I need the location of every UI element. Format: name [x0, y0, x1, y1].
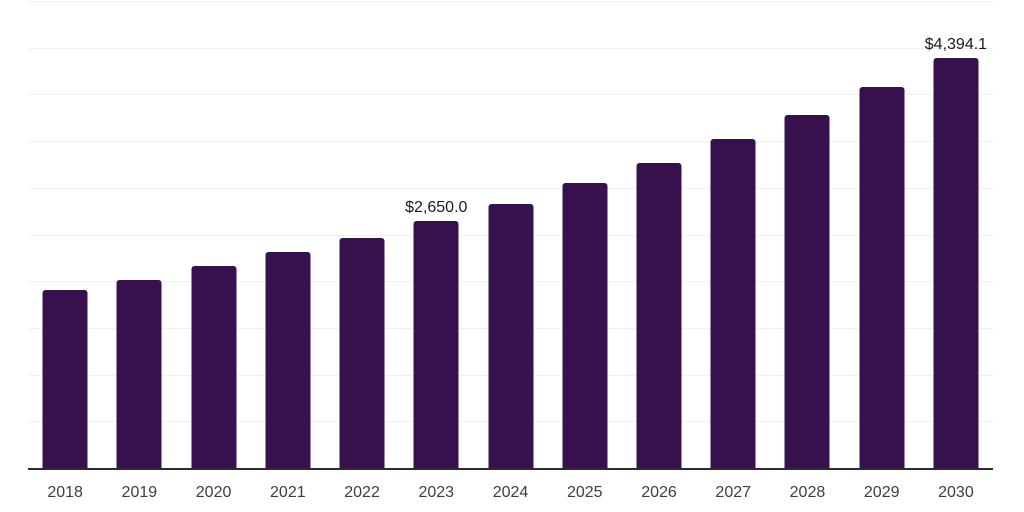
bar-2019	[116, 280, 162, 468]
bar-slot-2030: $4,394.1	[919, 1, 993, 468]
bar-2024	[488, 204, 534, 468]
data-label-2023: $2,650.0	[405, 198, 468, 216]
bar-2023	[413, 220, 459, 468]
bar-slot-2026	[622, 1, 696, 468]
x-tick-label-2025: 2025	[566, 484, 603, 501]
x-tick-label-2026: 2026	[641, 484, 677, 501]
x-tick-label-2030: 2030	[938, 484, 974, 501]
gridline	[28, 47, 993, 49]
bar-slot-2020	[176, 1, 250, 468]
bar-slot-2018	[28, 1, 102, 468]
gridline	[28, 187, 993, 189]
x-tick-label-2019: 2019	[121, 484, 158, 501]
x-tick-label-2028: 2028	[789, 484, 826, 501]
data-label-2030: $4,394.1	[924, 35, 988, 53]
x-tick-label-2027: 2027	[715, 484, 752, 501]
bar-2027	[710, 139, 756, 468]
bar-2028	[784, 114, 830, 468]
x-tick-label-2018: 2018	[47, 484, 83, 501]
bar-slot-2025	[548, 1, 622, 468]
bar-slot-2021	[251, 1, 325, 468]
bar-slot-2024	[473, 1, 547, 468]
bar-2029	[859, 87, 905, 468]
bar-2018	[42, 290, 88, 468]
bar-slot-2028	[770, 1, 844, 468]
bar-2026	[636, 163, 682, 468]
x-tick-label-2029: 2029	[863, 484, 900, 501]
bar-2021	[265, 252, 311, 468]
x-tick-label-2021: 2021	[270, 484, 306, 501]
bar-2022	[339, 238, 385, 468]
bars-row: $2,650.0 $4,394.1	[28, 1, 993, 468]
gridline	[28, 141, 993, 143]
x-tick-label-2023: 2023	[418, 484, 455, 501]
x-axis-labels: 2018 2019 2020 2021 2022 2023 2024 2025 2026 2027…	[28, 485, 993, 501]
bar-slot-2019	[102, 1, 176, 468]
bar-slot-2029	[845, 1, 919, 468]
x-tick-label-2024: 2024	[492, 484, 529, 501]
x-axis-line	[28, 468, 993, 470]
bar-2025	[562, 183, 608, 468]
gridline	[28, 94, 993, 96]
x-tick-label-2022: 2022	[344, 484, 380, 501]
bar-slot-2022	[325, 1, 399, 468]
bar-slot-2023: $2,650.0	[399, 1, 473, 468]
bar-2020	[191, 266, 237, 468]
gridline	[28, 1, 993, 2]
bar-2030	[933, 57, 979, 468]
x-tick-label-2020: 2020	[195, 484, 232, 501]
bar-slot-2027	[696, 1, 770, 468]
plot-area: $2,650.0 $4,394.1	[28, 1, 993, 470]
